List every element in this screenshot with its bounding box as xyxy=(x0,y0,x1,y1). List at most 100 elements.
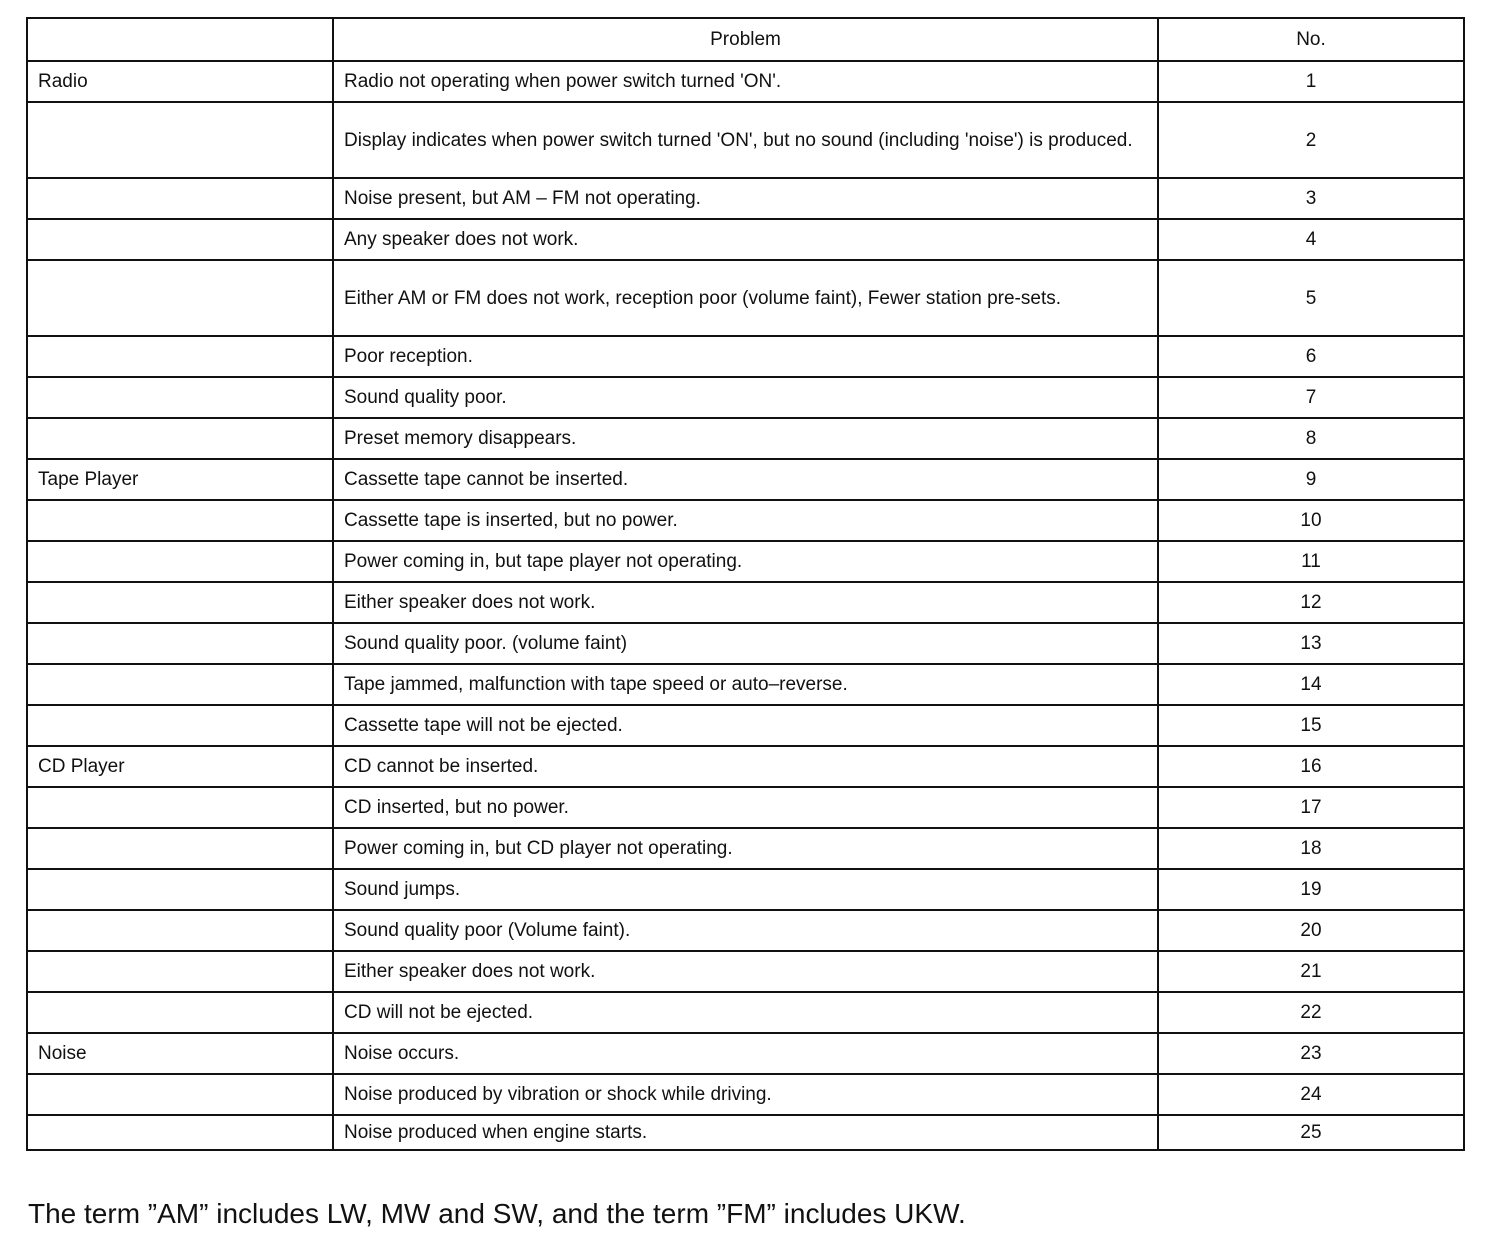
row-category xyxy=(26,218,334,261)
row-number: 17 xyxy=(1157,786,1465,829)
row-category xyxy=(26,259,334,337)
header-category xyxy=(26,17,334,62)
table-row: Noise Noise occurs. 23 xyxy=(26,1032,1465,1075)
row-problem: Cassette tape will not be ejected. xyxy=(332,704,1159,747)
table-row: CD will not be ejected. 22 xyxy=(26,991,1465,1034)
table-row: Either speaker does not work. 21 xyxy=(26,950,1465,993)
table-row: Display indicates when power switch turn… xyxy=(26,101,1465,179)
table-row: Any speaker does not work. 4 xyxy=(26,218,1465,261)
table-row: Sound quality poor (Volume faint). 20 xyxy=(26,909,1465,952)
row-category xyxy=(26,101,334,179)
row-number: 4 xyxy=(1157,218,1465,261)
row-category xyxy=(26,704,334,747)
row-category xyxy=(26,909,334,952)
row-problem: Noise produced when engine starts. xyxy=(332,1114,1159,1151)
row-problem: Sound quality poor. xyxy=(332,376,1159,419)
row-number: 16 xyxy=(1157,745,1465,788)
row-problem: Tape jammed, malfunction with tape speed… xyxy=(332,663,1159,706)
row-problem: Display indicates when power switch turn… xyxy=(332,101,1159,179)
row-number: 11 xyxy=(1157,540,1465,583)
row-problem: Preset memory disappears. xyxy=(332,417,1159,460)
row-problem: Noise present, but AM – FM not operating… xyxy=(332,177,1159,220)
row-problem: Sound jumps. xyxy=(332,868,1159,911)
table-row: Noise present, but AM – FM not operating… xyxy=(26,177,1465,220)
row-number: 10 xyxy=(1157,499,1465,542)
troubleshooting-table: Problem No. Radio Radio not operating whe… xyxy=(26,17,1465,1151)
table-row: CD inserted, but no power. 17 xyxy=(26,786,1465,829)
table-row: Preset memory disappears. 8 xyxy=(26,417,1465,460)
table-row: Sound jumps. 19 xyxy=(26,868,1465,911)
table-row: Tape jammed, malfunction with tape speed… xyxy=(26,663,1465,706)
row-category xyxy=(26,786,334,829)
row-problem: CD cannot be inserted. xyxy=(332,745,1159,788)
row-number: 7 xyxy=(1157,376,1465,419)
row-problem: Noise produced by vibration or shock whi… xyxy=(332,1073,1159,1116)
table-row: Radio Radio not operating when power swit… xyxy=(26,60,1465,103)
row-category xyxy=(26,177,334,220)
row-number: 1 xyxy=(1157,60,1465,103)
table-row: Either speaker does not work. 12 xyxy=(26,581,1465,624)
row-category xyxy=(26,827,334,870)
row-problem: Either speaker does not work. xyxy=(332,581,1159,624)
table-row: Cassette tape will not be ejected. 15 xyxy=(26,704,1465,747)
row-number: 18 xyxy=(1157,827,1465,870)
row-category xyxy=(26,1114,334,1151)
row-problem: Either speaker does not work. xyxy=(332,950,1159,993)
table-row: Noise produced by vibration or shock whi… xyxy=(26,1073,1465,1116)
row-category: Noise xyxy=(26,1032,334,1075)
row-number: 2 xyxy=(1157,101,1465,179)
row-category xyxy=(26,991,334,1034)
row-number: 6 xyxy=(1157,335,1465,378)
row-problem: Cassette tape cannot be inserted. xyxy=(332,458,1159,501)
row-problem: Poor reception. xyxy=(332,335,1159,378)
row-number: 5 xyxy=(1157,259,1465,337)
row-problem: CD inserted, but no power. xyxy=(332,786,1159,829)
row-number: 9 xyxy=(1157,458,1465,501)
row-category xyxy=(26,540,334,583)
row-problem: Power coming in, but tape player not ope… xyxy=(332,540,1159,583)
row-category xyxy=(26,581,334,624)
table-row: Cassette tape is inserted, but no power.… xyxy=(26,499,1465,542)
row-number: 19 xyxy=(1157,868,1465,911)
row-problem: Sound quality poor (Volume faint). xyxy=(332,909,1159,952)
row-category xyxy=(26,376,334,419)
table-row: Either AM or FM does not work, reception… xyxy=(26,259,1465,337)
row-number: 12 xyxy=(1157,581,1465,624)
row-number: 25 xyxy=(1157,1114,1465,1151)
row-category: Radio xyxy=(26,60,334,103)
row-number: 14 xyxy=(1157,663,1465,706)
row-number: 21 xyxy=(1157,950,1465,993)
row-problem: Noise occurs. xyxy=(332,1032,1159,1075)
row-problem: CD will not be ejected. xyxy=(332,991,1159,1034)
footnote: The term ”AM” includes LW, MW and SW, an… xyxy=(28,1198,966,1229)
row-category xyxy=(26,1073,334,1116)
row-number: 22 xyxy=(1157,991,1465,1034)
row-problem: Radio not operating when power switch tu… xyxy=(332,60,1159,103)
row-number: 15 xyxy=(1157,704,1465,747)
row-problem: Either AM or FM does not work, reception… xyxy=(332,259,1159,337)
row-number: 3 xyxy=(1157,177,1465,220)
table-row: Tape Player Cassette tape cannot be inser… xyxy=(26,458,1465,501)
row-category xyxy=(26,622,334,665)
row-category xyxy=(26,417,334,460)
table-row: Power coming in, but tape player not ope… xyxy=(26,540,1465,583)
row-problem: Sound quality poor. (volume faint) xyxy=(332,622,1159,665)
row-number: 13 xyxy=(1157,622,1465,665)
row-problem: Power coming in, but CD player not opera… xyxy=(332,827,1159,870)
table-row: Noise produced when engine starts. 25 xyxy=(26,1114,1465,1151)
row-category xyxy=(26,335,334,378)
table-row: Sound quality poor. (volume faint) 13 xyxy=(26,622,1465,665)
table-row: Sound quality poor. 7 xyxy=(26,376,1465,419)
table-row: CD Player CD cannot be inserted. 16 xyxy=(26,745,1465,788)
row-number: 24 xyxy=(1157,1073,1465,1116)
header-problem: Problem xyxy=(332,17,1159,62)
row-category xyxy=(26,868,334,911)
row-number: 8 xyxy=(1157,417,1465,460)
header-row: Problem No. xyxy=(26,17,1465,62)
table-row: Power coming in, but CD player not opera… xyxy=(26,827,1465,870)
row-problem: Any speaker does not work. xyxy=(332,218,1159,261)
row-category xyxy=(26,499,334,542)
table-row: Poor reception. 6 xyxy=(26,335,1465,378)
row-number: 23 xyxy=(1157,1032,1465,1075)
row-category xyxy=(26,950,334,993)
